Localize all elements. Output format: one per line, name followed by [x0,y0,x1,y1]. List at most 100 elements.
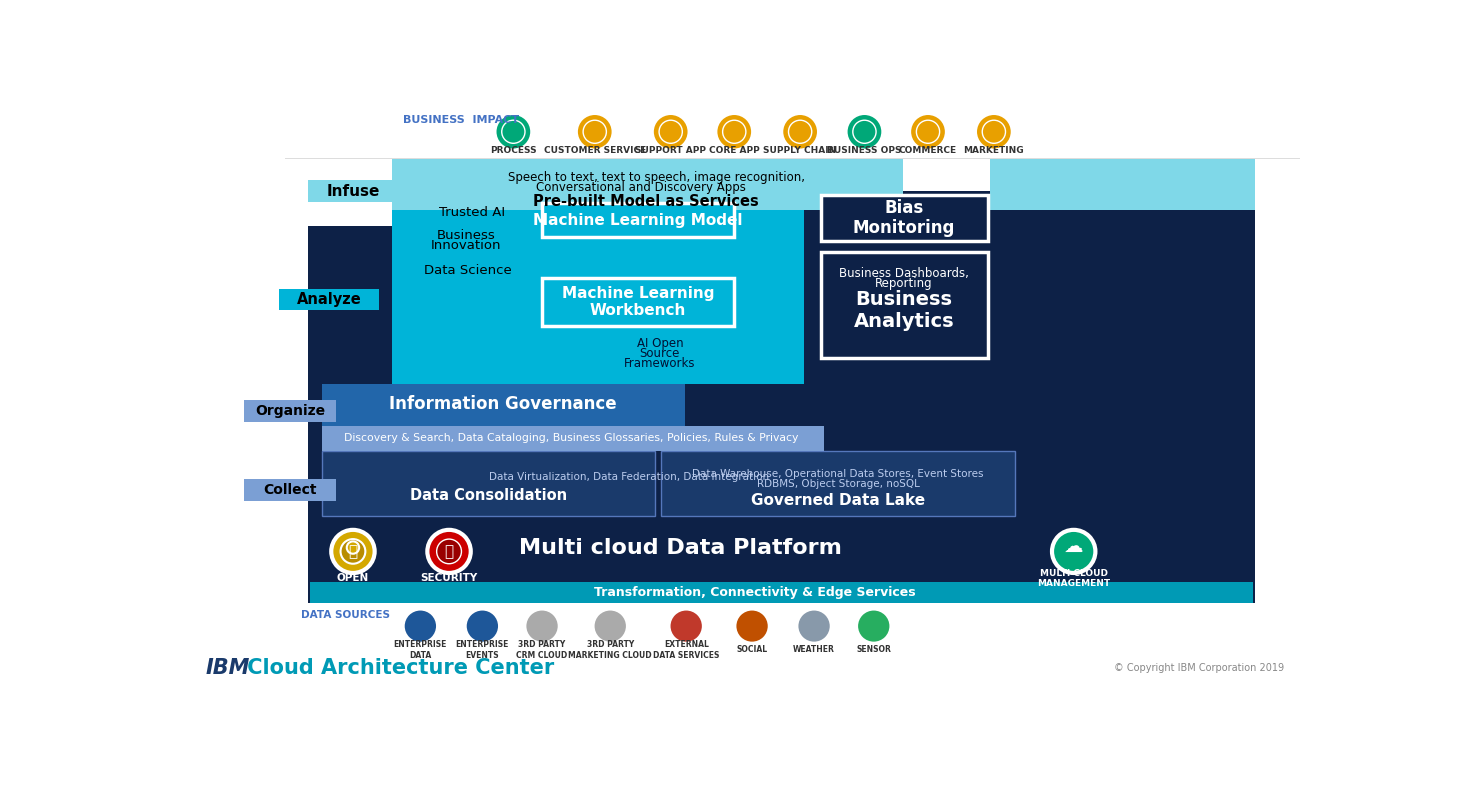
FancyBboxPatch shape [542,278,735,325]
FancyBboxPatch shape [804,191,1256,384]
Text: RDBMS, Object Storage, noSQL: RDBMS, Object Storage, noSQL [757,480,920,490]
Text: OPEN: OPEN [337,574,369,583]
FancyBboxPatch shape [244,401,336,422]
Circle shape [340,539,365,564]
Text: Machine Learning Model: Machine Learning Model [533,213,743,228]
Circle shape [976,113,1013,150]
Text: WEATHER: WEATHER [793,645,835,654]
Text: MARKETING: MARKETING [964,145,1025,155]
Text: EXTERNAL
DATA SERVICES: EXTERNAL DATA SERVICES [654,640,720,660]
Text: Multi cloud Data Platform: Multi cloud Data Platform [518,538,842,559]
FancyBboxPatch shape [308,226,1256,603]
Circle shape [723,120,746,143]
FancyBboxPatch shape [184,95,1325,703]
Text: 3RD PARTY
CRM CLOUD: 3RD PARTY CRM CLOUD [517,640,568,660]
Text: BUSINESS OPS: BUSINESS OPS [827,145,902,155]
Text: Cloud Architecture Center: Cloud Architecture Center [240,658,553,679]
Text: Business: Business [437,229,496,243]
Circle shape [427,530,471,573]
Circle shape [782,113,818,150]
Text: Reporting: Reporting [876,277,933,290]
Circle shape [331,530,375,573]
Circle shape [659,120,683,143]
Circle shape [1052,530,1095,573]
Circle shape [852,120,876,143]
Text: BUSINESS  IMPACT: BUSINESS IMPACT [403,115,520,125]
Text: Innovation: Innovation [431,239,502,252]
Circle shape [715,113,752,150]
Text: Frameworks: Frameworks [624,357,696,370]
FancyBboxPatch shape [284,158,1300,160]
Text: Speech to text, text to speech, image recognition,: Speech to text, text to speech, image re… [508,171,805,184]
Text: Data Consolidation: Data Consolidation [411,487,567,502]
FancyBboxPatch shape [311,514,1253,582]
Text: Trusted AI: Trusted AI [439,206,505,219]
Text: COMMERCE: COMMERCE [899,145,957,155]
Circle shape [347,541,359,554]
FancyBboxPatch shape [542,202,735,237]
Text: ☁: ☁ [1064,537,1083,556]
Text: Pre-built Model as Services: Pre-built Model as Services [533,194,758,209]
FancyBboxPatch shape [322,426,824,450]
FancyBboxPatch shape [821,252,988,358]
Text: Governed Data Lake: Governed Data Lake [751,493,926,508]
Text: AI Open: AI Open [636,337,683,350]
Text: Collect: Collect [263,483,316,497]
Text: Business Dashboards,: Business Dashboards, [839,267,969,280]
Circle shape [437,539,461,564]
Text: CORE APP: CORE APP [710,145,760,155]
Text: SUPPLY CHAIN: SUPPLY CHAIN [764,145,836,155]
FancyBboxPatch shape [278,289,380,310]
Circle shape [796,609,832,643]
Text: Infuse: Infuse [327,183,380,198]
Text: Machine Learning
Workbench: Machine Learning Workbench [562,286,714,318]
FancyBboxPatch shape [311,582,1253,603]
Text: Business
Analytics: Business Analytics [854,290,954,331]
Text: CUSTOMER SERVICE: CUSTOMER SERVICE [543,145,646,155]
Text: ENTERPRISE
EVENTS: ENTERPRISE EVENTS [456,640,509,660]
Text: ⚿: ⚿ [445,544,453,559]
Circle shape [982,120,1005,143]
Text: Organize: Organize [255,404,325,418]
Circle shape [583,120,606,143]
Text: Source: Source [640,347,680,360]
FancyBboxPatch shape [308,180,399,201]
Text: PROCESS: PROCESS [490,145,537,155]
Text: IBM: IBM [206,658,250,679]
Text: ⚿: ⚿ [349,544,358,559]
Circle shape [670,609,704,643]
Text: Transformation, Connectivity & Edge Services: Transformation, Connectivity & Edge Serv… [593,586,916,600]
Text: Information Governance: Information Governance [390,395,617,413]
Text: Data Warehouse, Operational Data Stores, Event Stores: Data Warehouse, Operational Data Stores,… [692,468,983,479]
Text: SENSOR: SENSOR [857,645,891,654]
Text: Data Virtualization, Data Federation, Data Integration: Data Virtualization, Data Federation, Da… [489,472,768,483]
FancyBboxPatch shape [392,195,817,384]
Text: Conversational and Discovery Apps: Conversational and Discovery Apps [536,182,746,194]
Circle shape [593,609,627,643]
FancyBboxPatch shape [322,450,655,516]
Text: ENTERPRISE
DATA: ENTERPRISE DATA [393,640,447,660]
FancyBboxPatch shape [244,479,336,501]
Circle shape [846,113,883,150]
Text: Bias
Monitoring: Bias Monitoring [852,198,955,238]
Text: SUPPORT APP: SUPPORT APP [636,145,707,155]
Text: DATA SOURCES: DATA SOURCES [302,610,390,619]
Circle shape [917,120,939,143]
Text: Analyze: Analyze [296,292,361,307]
Circle shape [576,113,614,150]
Circle shape [526,609,559,643]
Circle shape [502,120,526,143]
Circle shape [789,120,811,143]
Circle shape [652,113,689,150]
Text: MULTI CLOUD
MANAGEMENT: MULTI CLOUD MANAGEMENT [1038,569,1110,588]
FancyBboxPatch shape [322,384,684,426]
FancyBboxPatch shape [661,450,1014,516]
Circle shape [403,609,437,643]
Circle shape [910,113,946,150]
Circle shape [735,609,770,643]
Text: © Copyright IBM Corporation 2019: © Copyright IBM Corporation 2019 [1114,664,1285,673]
Circle shape [495,113,531,150]
Text: Data Science: Data Science [424,264,512,276]
FancyBboxPatch shape [392,158,904,210]
Text: SOCIAL: SOCIAL [736,645,767,654]
